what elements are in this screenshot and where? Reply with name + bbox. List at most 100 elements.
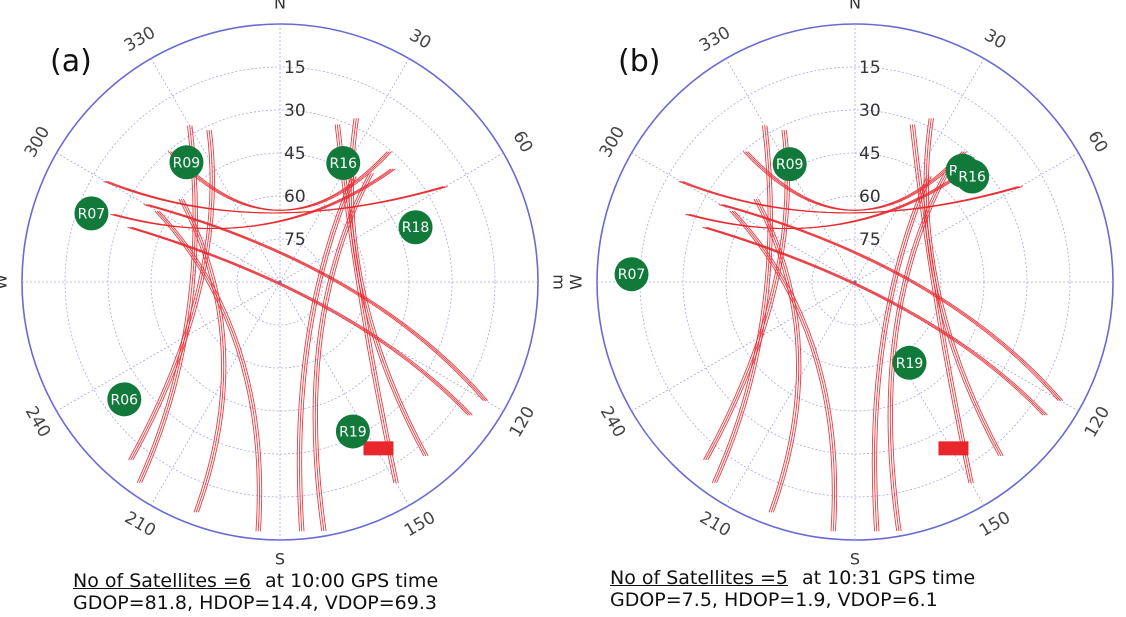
satellite-track — [127, 226, 469, 416]
satellite-track — [753, 198, 797, 513]
satellite-label: R07 — [618, 267, 646, 283]
satellite-track — [180, 198, 225, 513]
track-end-marker — [363, 441, 394, 456]
satellite-r16: R16 — [955, 159, 990, 194]
satellite-track — [172, 151, 392, 211]
elevation-ring-75 — [811, 238, 899, 326]
satellite-track — [129, 226, 471, 416]
satellite-track — [757, 198, 802, 513]
elevation-label-30: 30 — [284, 101, 306, 121]
satellite-r19: R19 — [892, 345, 927, 380]
elevation-label-75: 75 — [284, 230, 306, 250]
dop-values-b: GDOP=7.5, HDOP=1.9, VDOP=6.1 — [610, 589, 938, 611]
satellite-track — [131, 226, 473, 416]
satellite-track — [301, 176, 357, 532]
elevation-label-45: 45 — [284, 144, 306, 164]
satellite-track — [143, 204, 484, 401]
satellite-marker — [955, 159, 990, 194]
satellite-track — [148, 204, 489, 401]
azimuth-label-150: 150 — [976, 508, 1014, 542]
satellite-track — [145, 204, 486, 401]
azimuth-spoke-210 — [150, 281, 281, 506]
satellite-track — [755, 198, 800, 513]
satellite-track — [132, 129, 215, 461]
satellite-marker — [892, 345, 927, 380]
satellite-track — [178, 198, 222, 513]
compass-w: W — [0, 274, 11, 290]
satellite-track — [704, 226, 1046, 416]
satellite-track — [107, 180, 448, 214]
satellite-r19: R19 — [335, 414, 370, 449]
azimuth-label-330: 330 — [696, 23, 734, 57]
gps-time-a: at 10:00 GPS time — [265, 570, 439, 592]
skyplot-b: 15 30 45 60 75 N E S W 30 60 120 150 210 240 300 330 R09 R… — [567, 0, 1126, 569]
panel-label-a: (a) — [50, 44, 92, 79]
azimuth-label-300: 300 — [21, 123, 55, 161]
satellite-track — [911, 124, 972, 484]
elevation-ring-75 — [236, 238, 324, 326]
satellite-label: R19 — [896, 356, 924, 372]
satellite-marker — [74, 196, 109, 231]
satellite-track — [702, 226, 1044, 416]
satellite-label: R09 — [173, 155, 201, 171]
satellite-count-a: No of Satellites =6 — [73, 570, 251, 592]
satellite-track — [923, 118, 1000, 457]
satellite-track — [296, 176, 353, 532]
azimuth-spoke-30 — [854, 58, 985, 283]
azimuth-label-60: 60 — [1083, 128, 1111, 157]
satellite-label: R19 — [339, 424, 367, 440]
satellite-track — [158, 210, 263, 532]
satellite-track — [914, 124, 974, 484]
satellite-track — [747, 151, 967, 211]
azimuth-label-30: 30 — [981, 25, 1010, 53]
elevation-label-15: 15 — [859, 58, 881, 78]
elevation-label-15: 15 — [284, 58, 306, 78]
azimuth-label-60: 60 — [508, 128, 536, 157]
satellite-track — [876, 176, 932, 532]
satellite-track — [299, 176, 355, 532]
elevation-ring-15 — [639, 66, 1071, 498]
elevation-ring-15 — [64, 66, 496, 498]
satellite-track — [317, 173, 374, 532]
compass-s: S — [275, 550, 285, 569]
azimuth-label-150: 150 — [401, 508, 439, 542]
caption-a: No of Satellites =6 at 10:00 GPS time GDO… — [73, 570, 438, 614]
gps-time-b: at 10:31 GPS time — [802, 567, 976, 589]
satellite-label: R18 — [402, 220, 430, 236]
elevation-label-60: 60 — [859, 187, 881, 207]
azimuth-spoke-300 — [56, 152, 281, 283]
satellite-r18: R18 — [398, 210, 433, 245]
satellite-track — [706, 226, 1048, 416]
skyplot-a: 15 30 45 60 75 Nm S W 30 60 120 150 210 240 300 330 R09 R… — [0, 0, 564, 569]
satellite-marker — [614, 257, 649, 292]
satellite-track — [925, 118, 1002, 457]
compass-n: N — [274, 0, 286, 13]
satellite-track — [130, 129, 213, 461]
satellite-marker — [335, 414, 370, 449]
satellite-marker — [107, 382, 142, 417]
caption-b: No of Satellites =5 at 10:31 GPS time GDO… — [610, 567, 975, 611]
satellite-track — [720, 204, 1061, 401]
azimuth-spoke-60 — [279, 152, 504, 283]
satellite-label: R09 — [776, 157, 804, 173]
compass-e: m — [550, 274, 564, 290]
satellite-track — [887, 173, 945, 532]
dop-values-a: GDOP=81.8, HDOP=14.4, VDOP=69.3 — [73, 592, 437, 614]
azimuth-spoke-150 — [854, 281, 985, 506]
azimuth-spoke-240 — [56, 281, 281, 412]
satellite-track — [723, 204, 1064, 401]
satellite-track — [350, 118, 427, 457]
satellite-label: R16 — [329, 156, 357, 172]
panel-label-b: (b) — [618, 44, 661, 79]
satellite-track — [874, 176, 930, 532]
compass-e: E — [1125, 277, 1126, 287]
satellite-r16: R16 — [326, 146, 361, 181]
compass-s: S — [850, 550, 860, 569]
azimuth-spoke-300 — [631, 152, 856, 283]
azimuth-label-300: 300 — [596, 123, 630, 161]
azimuth-label-120: 120 — [1081, 403, 1115, 441]
satellite-track — [682, 180, 1023, 214]
azimuth-label-330: 330 — [121, 23, 159, 57]
satellite-r06: R06 — [107, 382, 142, 417]
satellite-r09: R09 — [772, 147, 807, 182]
